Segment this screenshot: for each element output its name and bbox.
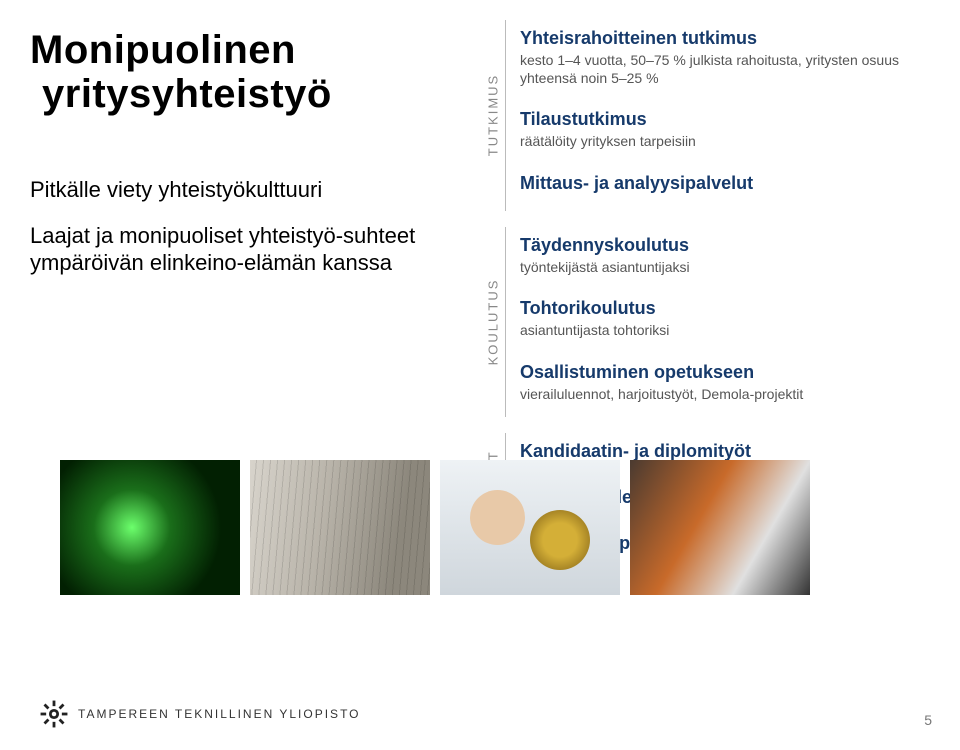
section-item: Täydennyskoulutus työntekijästä asiantunt…	[520, 227, 940, 291]
section-items: Yhteisrahoitteinen tutkimus kesto 1–4 vuo…	[506, 12, 940, 219]
left-column: Monipuolinen yritysyhteistyö Pitkälle vi…	[30, 28, 460, 295]
body-text: Pitkälle viety yhteistyökulttuuri Laajat…	[30, 176, 460, 277]
section-vertical-label: TUTKIMUS	[480, 12, 506, 219]
section-label-text: TUTKIMUS	[486, 74, 501, 156]
title-line1: Monipuolinen	[30, 28, 460, 72]
gear-icon	[40, 700, 68, 728]
item-title: Kandidaatin- ja diplomityöt	[520, 441, 940, 462]
footer: TAMPEREEN TEKNILLINEN YLIOPISTO	[40, 700, 361, 728]
section-item: Osallistuminen opetukseen vierailuluennot…	[520, 354, 940, 418]
section: KOULUTUS Täydennyskoulutus työntekijästä a…	[480, 219, 940, 426]
paragraph-1: Pitkälle viety yhteistyökulttuuri	[30, 176, 460, 204]
section-item: Tilaustutkimus räätälöity yrityksen tarpe…	[520, 101, 940, 165]
slide-title: Monipuolinen yritysyhteistyö	[30, 28, 460, 116]
thumb-industrial	[250, 460, 430, 595]
item-title: Osallistuminen opetukseen	[520, 362, 940, 383]
item-subtitle: asiantuntijasta tohtoriksi	[520, 322, 940, 340]
title-line2: yritysyhteistyö	[30, 72, 460, 116]
item-subtitle: räätälöity yrityksen tarpeisiin	[520, 133, 940, 151]
item-title: Täydennyskoulutus	[520, 235, 940, 256]
section: TUTKIMUS Yhteisrahoitteinen tutkimus kesto…	[480, 12, 940, 219]
item-subtitle: vierailuluennot, harjoitustyöt, Demola-p…	[520, 386, 940, 404]
item-title: Tohtorikoulutus	[520, 298, 940, 319]
paragraph-2: Laajat ja monipuoliset yhteistyö-suhteet…	[30, 222, 460, 277]
thumb-green	[60, 460, 240, 595]
section-item: Mittaus- ja analyysipalvelut	[520, 165, 940, 211]
section-vertical-label: KOULUTUS	[480, 219, 506, 426]
thumb-robot	[630, 460, 810, 595]
section-item: Yhteisrahoitteinen tutkimus kesto 1–4 vuo…	[520, 20, 940, 101]
item-subtitle: työntekijästä asiantuntijaksi	[520, 259, 940, 277]
item-title: Mittaus- ja analyysipalvelut	[520, 173, 940, 194]
page-number: 5	[924, 712, 932, 728]
slide: Monipuolinen yritysyhteistyö Pitkälle vi…	[0, 0, 960, 750]
item-subtitle: kesto 1–4 vuotta, 50–75 % julkista rahoi…	[520, 52, 940, 87]
item-title: Yhteisrahoitteinen tutkimus	[520, 28, 940, 49]
footer-org: TAMPEREEN TEKNILLINEN YLIOPISTO	[78, 707, 361, 721]
section-label-text: KOULUTUS	[486, 278, 501, 365]
image-strip	[60, 460, 810, 595]
item-title: Tilaustutkimus	[520, 109, 940, 130]
section-item: Tohtorikoulutus asiantuntijasta tohtoriks…	[520, 290, 940, 354]
thumb-person	[440, 460, 620, 595]
section-items: Täydennyskoulutus työntekijästä asiantunt…	[506, 219, 940, 426]
